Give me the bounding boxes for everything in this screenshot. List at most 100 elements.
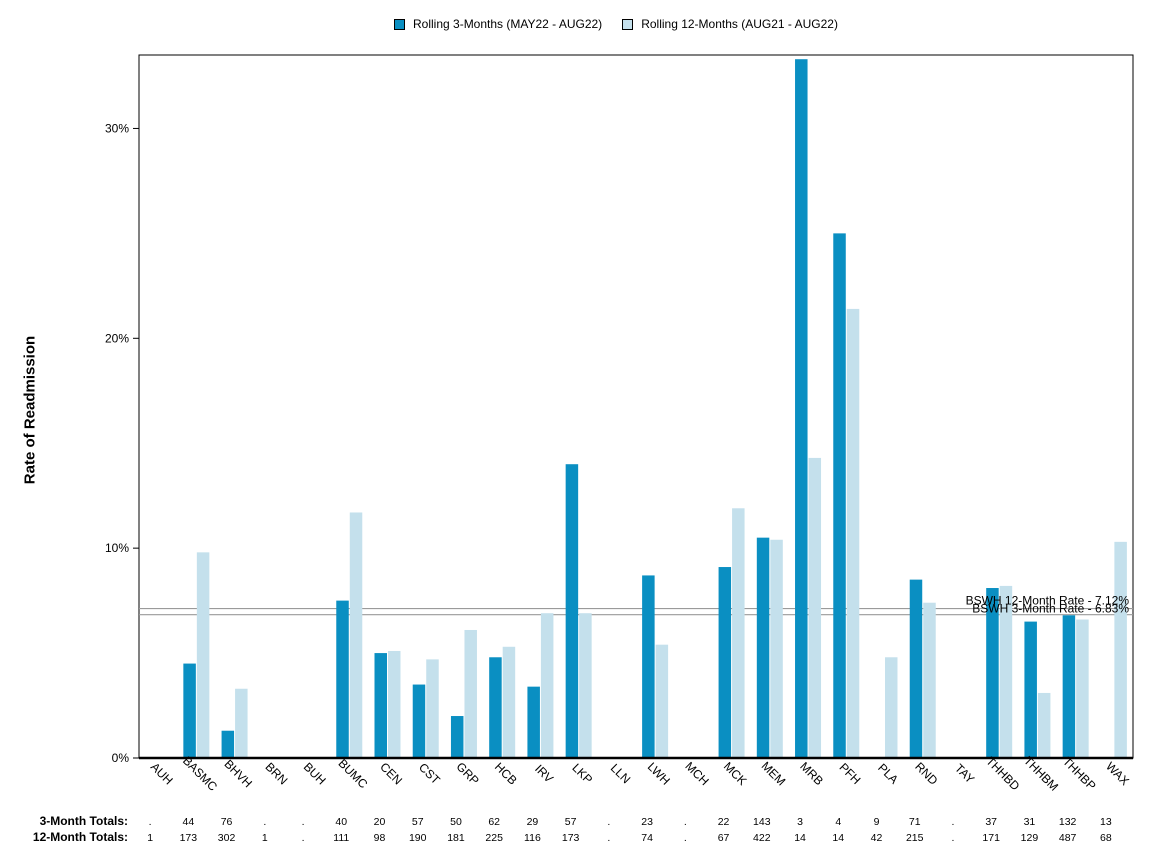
three-month-total-value: . bbox=[302, 816, 305, 828]
bar-3-month-pfh bbox=[833, 233, 846, 758]
bar-12-month-cen bbox=[388, 650, 401, 758]
x-tick-label: CEN bbox=[377, 760, 405, 788]
bar-12-month-grp bbox=[464, 629, 477, 758]
bar-3-month-mrb bbox=[795, 59, 808, 758]
twelve-month-total-value: 171 bbox=[982, 832, 1000, 844]
bar-3-month-cst bbox=[412, 684, 426, 758]
bar-12-month-thhbm bbox=[1037, 692, 1051, 758]
x-tick-label: THHBD bbox=[983, 754, 1022, 793]
reference-line-label: BSWH 12-Month Rate - 7.12% bbox=[966, 594, 1130, 608]
twelve-month-total-value: 181 bbox=[447, 832, 465, 844]
bar-3-month-lwh bbox=[642, 575, 655, 758]
three-month-total-value: . bbox=[952, 816, 955, 828]
three-month-total-value: 22 bbox=[718, 816, 730, 828]
bar-3-month-mem bbox=[756, 537, 770, 758]
three-month-total-value: . bbox=[607, 816, 610, 828]
y-tick-label: 10% bbox=[105, 541, 129, 555]
bar-3-month-thhbp bbox=[1062, 615, 1076, 758]
twelve-month-total-value: 74 bbox=[641, 832, 653, 844]
bar-3-month-mck bbox=[718, 567, 732, 758]
twelve-month-total-value: 116 bbox=[524, 832, 541, 844]
bar-3-month-bumc bbox=[336, 600, 349, 758]
x-tick-label: MEM bbox=[759, 759, 789, 789]
bar-3-month-bhvh bbox=[221, 730, 235, 758]
twelve-month-totals-label: 12-Month Totals: bbox=[33, 830, 128, 844]
x-tick-label: TAY bbox=[952, 761, 977, 786]
bar-12-month-irv bbox=[540, 613, 554, 758]
x-tick-label: BASMC bbox=[180, 754, 220, 794]
three-month-total-value: 44 bbox=[183, 816, 195, 828]
x-tick-label: BHVH bbox=[221, 757, 254, 790]
bar-12-month-bumc bbox=[349, 512, 363, 758]
x-tick-label: BRN bbox=[263, 760, 291, 788]
bar-3-month-grp bbox=[450, 716, 464, 758]
bar-12-month-thhbd bbox=[999, 585, 1013, 758]
legend-item-3-month: Rolling 3-Months (MAY22 - AUG22) bbox=[394, 17, 602, 31]
twelve-month-total-value: 111 bbox=[333, 832, 349, 844]
three-month-total-value: 132 bbox=[1059, 816, 1077, 828]
x-tick-label: GRP bbox=[453, 760, 481, 788]
bar-3-month-basmc bbox=[183, 663, 196, 758]
bar-12-month-lkp bbox=[579, 613, 592, 758]
bar-3-month-thhbd bbox=[986, 588, 999, 758]
bar-12-month-thhbp bbox=[1076, 619, 1089, 758]
x-tick-label: MRB bbox=[797, 759, 826, 788]
bar-12-month-hcb bbox=[502, 646, 516, 758]
bar-3-month-cen bbox=[374, 653, 387, 758]
x-tick-label: BUMC bbox=[335, 756, 370, 791]
three-month-total-value: 40 bbox=[335, 816, 347, 828]
bar-12-month-wax bbox=[1114, 541, 1127, 758]
three-month-total-value: . bbox=[684, 816, 687, 828]
twelve-month-total-value: 14 bbox=[832, 832, 844, 844]
twelve-month-total-value: 225 bbox=[485, 832, 503, 844]
bar-3-month-thhbm bbox=[1024, 621, 1037, 758]
x-tick-label: MCK bbox=[721, 759, 750, 788]
bar-3-month-hcb bbox=[489, 657, 502, 758]
twelve-month-total-value: 98 bbox=[374, 832, 386, 844]
twelve-month-total-value: 14 bbox=[794, 832, 806, 844]
three-month-total-value: 13 bbox=[1100, 816, 1112, 828]
twelve-month-total-value: 68 bbox=[1100, 832, 1112, 844]
three-month-total-value: . bbox=[263, 816, 266, 828]
twelve-month-total-value: 67 bbox=[718, 832, 730, 844]
bar-12-month-cst bbox=[426, 659, 439, 758]
x-tick-label: HCB bbox=[492, 760, 520, 788]
legend: Rolling 3-Months (MAY22 - AUG22) Rolling… bbox=[394, 17, 858, 31]
bar-3-month-rnd bbox=[909, 579, 923, 758]
three-month-total-value: 57 bbox=[565, 816, 577, 828]
x-tick-label: THHBP bbox=[1060, 754, 1099, 793]
x-tick-label: LWH bbox=[645, 760, 673, 788]
three-month-total-value: 143 bbox=[753, 816, 771, 828]
x-tick-label: LLN bbox=[608, 761, 633, 786]
twelve-month-total-value: 173 bbox=[180, 832, 198, 844]
three-month-total-value: 57 bbox=[412, 816, 424, 828]
twelve-month-total-value: . bbox=[302, 832, 305, 844]
three-month-total-value: 71 bbox=[909, 816, 921, 828]
x-tick-label: BUH bbox=[301, 760, 329, 788]
bar-12-month-lwh bbox=[655, 644, 669, 758]
twelve-month-total-value: 190 bbox=[409, 832, 427, 844]
x-tick-label: WAX bbox=[1103, 759, 1132, 788]
x-tick-label: PFH bbox=[836, 760, 863, 787]
bar-12-month-basmc bbox=[196, 552, 210, 758]
y-tick-label: 0% bbox=[112, 751, 130, 765]
twelve-month-total-value: 302 bbox=[218, 832, 236, 844]
three-month-total-value: 20 bbox=[374, 816, 386, 828]
three-month-total-value: 29 bbox=[527, 816, 539, 828]
twelve-month-total-value: 215 bbox=[906, 832, 924, 844]
three-month-total-value: . bbox=[149, 816, 152, 828]
three-month-total-value: 4 bbox=[835, 816, 841, 828]
three-month-total-value: 50 bbox=[450, 816, 462, 828]
three-month-total-value: 31 bbox=[1024, 816, 1036, 828]
twelve-month-total-value: 1 bbox=[147, 832, 153, 844]
x-tick-label: THHBM bbox=[1021, 754, 1061, 794]
three-month-total-value: 76 bbox=[221, 816, 233, 828]
x-tick-label: RND bbox=[912, 760, 941, 789]
twelve-month-total-value: 42 bbox=[871, 832, 883, 844]
bar-12-month-bhvh bbox=[235, 688, 248, 758]
x-tick-label: AUH bbox=[148, 760, 176, 788]
bar-3-month-irv bbox=[527, 686, 540, 758]
legend-label-3-month: Rolling 3-Months (MAY22 - AUG22) bbox=[413, 17, 603, 31]
twelve-month-total-value: 422 bbox=[753, 832, 771, 844]
